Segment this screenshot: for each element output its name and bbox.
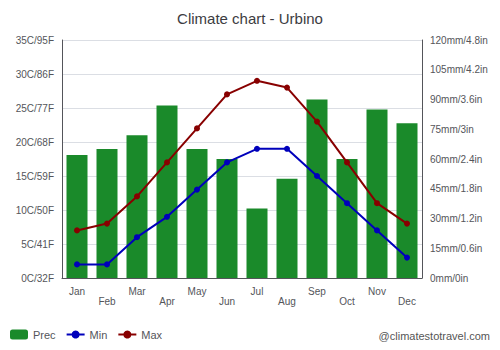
svg-text:120mm/4.8in: 120mm/4.8in <box>430 35 488 46</box>
svg-text:Mar: Mar <box>128 286 146 297</box>
svg-text:Nov: Nov <box>368 286 386 297</box>
svg-text:Jun: Jun <box>219 296 235 307</box>
svg-text:15mm/0.6in: 15mm/0.6in <box>430 243 482 254</box>
svg-text:10C/50F: 10C/50F <box>16 205 54 216</box>
svg-text:30mm/1.2in: 30mm/1.2in <box>430 213 482 224</box>
svg-text:Feb: Feb <box>98 296 116 307</box>
svg-text:May: May <box>188 286 207 297</box>
svg-text:25C/77F: 25C/77F <box>16 103 54 114</box>
svg-text:45mm/1.8in: 45mm/1.8in <box>430 183 482 194</box>
svg-text:15C/59F: 15C/59F <box>16 171 54 182</box>
svg-text:75mm/3in: 75mm/3in <box>430 124 474 135</box>
svg-text:20C/68F: 20C/68F <box>16 137 54 148</box>
svg-text:Aug: Aug <box>278 296 296 307</box>
svg-text:35C/95F: 35C/95F <box>16 35 54 46</box>
svg-text:Climate chart - Urbino: Climate chart - Urbino <box>177 10 323 27</box>
svg-text:@climatestotravel.com: @climatestotravel.com <box>379 330 490 342</box>
svg-text:90mm/3.6in: 90mm/3.6in <box>430 94 482 105</box>
svg-text:Max: Max <box>141 329 162 341</box>
svg-text:0mm/0in: 0mm/0in <box>430 273 468 284</box>
svg-text:Sep: Sep <box>308 286 326 297</box>
svg-text:0C/32F: 0C/32F <box>21 273 54 284</box>
svg-text:Oct: Oct <box>339 296 355 307</box>
svg-text:Apr: Apr <box>159 296 175 307</box>
svg-text:Dec: Dec <box>398 296 416 307</box>
svg-text:60mm/2.4in: 60mm/2.4in <box>430 154 482 165</box>
svg-text:Min: Min <box>90 329 108 341</box>
svg-text:Jul: Jul <box>251 286 264 297</box>
svg-text:5C/41F: 5C/41F <box>21 239 54 250</box>
svg-text:105mm/4.2in: 105mm/4.2in <box>430 64 488 75</box>
svg-text:Prec: Prec <box>33 329 56 341</box>
svg-text:30C/86F: 30C/86F <box>16 69 54 80</box>
svg-text:Jan: Jan <box>69 286 85 297</box>
